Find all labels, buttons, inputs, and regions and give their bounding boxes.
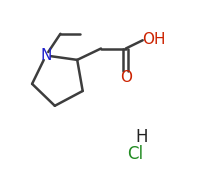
Text: Cl: Cl	[127, 145, 143, 163]
Text: OH: OH	[142, 32, 165, 47]
Text: H: H	[135, 128, 147, 146]
Text: O: O	[120, 70, 132, 85]
Text: N: N	[40, 48, 52, 63]
